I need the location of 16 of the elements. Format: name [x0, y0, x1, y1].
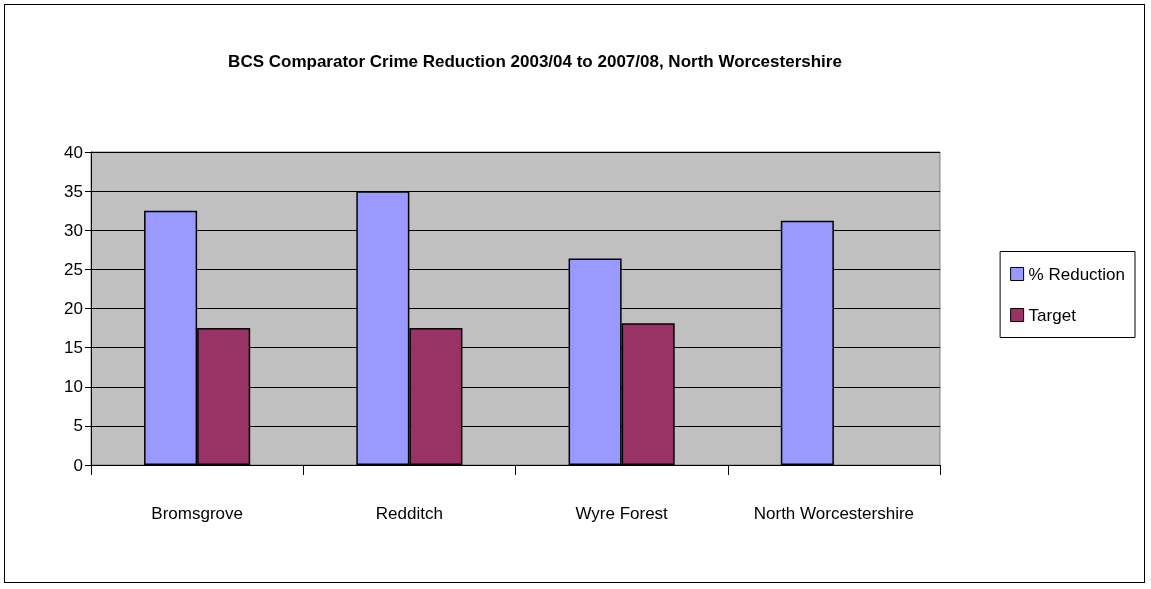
x-tick-label: Bromsgrove — [151, 504, 243, 523]
y-tick-label: 30 — [64, 220, 83, 240]
y-tick-label: 0 — [73, 455, 83, 475]
x-tick-label: Wyre Forest — [575, 504, 669, 523]
y-tick-label: 25 — [64, 259, 83, 279]
chart-title: BCS Comparator Crime Reduction 2003/04 to 2007/08, North Worcestershire — [228, 52, 842, 71]
legend-label: Target — [1028, 305, 1077, 325]
x-tick-label: Redditch — [375, 504, 443, 523]
y-tick-label: 40 — [64, 142, 83, 162]
y-tick-label: 10 — [64, 377, 83, 397]
y-tick-label: 35 — [64, 181, 83, 201]
y-tick-label: 5 — [73, 416, 83, 436]
x-tick-label: North Worcestershire — [753, 504, 915, 523]
legend-label: % Reduction — [1028, 264, 1125, 284]
y-tick-label: 20 — [64, 299, 83, 318]
y-tick-label: 15 — [64, 338, 83, 358]
